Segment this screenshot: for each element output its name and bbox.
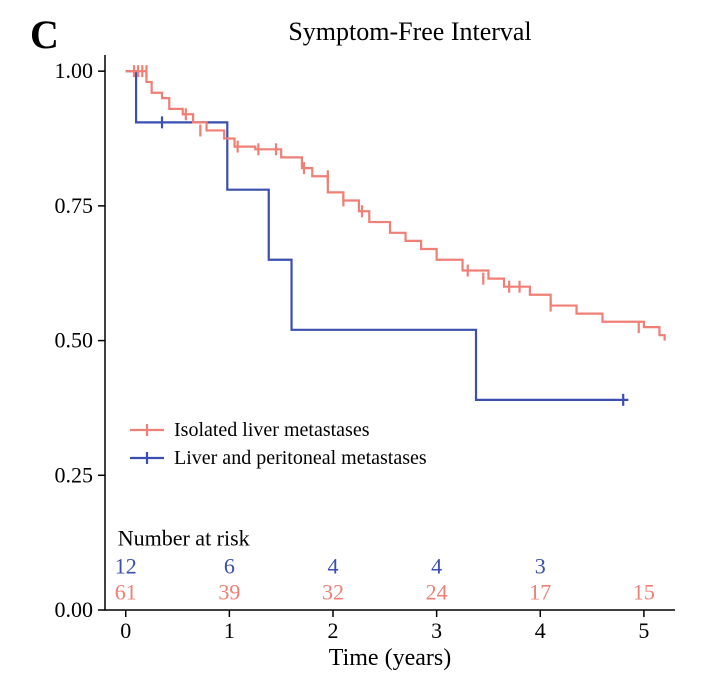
risk-number: 61 [115,579,137,604]
risk-number: 6 [224,553,235,578]
legend-label: Liver and peritoneal metastases [174,447,427,469]
km-curve [126,71,629,400]
x-tick-label: 3 [431,618,442,643]
risk-number: 32 [322,579,344,604]
risk-number: 4 [431,553,442,578]
risk-number: 24 [426,579,448,604]
km-chart-panel: C Symptom-Free Interval 0.00 0.25 0.50 0.75 1.… [0,0,710,680]
y-tick-label: 0.50 [55,328,94,353]
chart-title: Symptom-Free Interval [288,17,531,46]
risk-number: 39 [218,579,240,604]
risk-number: 12 [115,553,137,578]
y-tick-label: 0.25 [55,462,94,487]
risk-number: 17 [529,579,551,604]
risk-table-title: Number at risk [118,525,250,550]
x-tick-label: 4 [535,618,546,643]
y-tick-label: 0.00 [55,597,94,622]
y-tick-label: 1.00 [55,58,94,83]
km-curve [126,71,665,340]
risk-number: 15 [633,579,655,604]
x-tick-label: 2 [328,618,339,643]
panel-letter: C [30,12,59,57]
y-tick-label: 0.75 [55,193,94,218]
x-tick-label: 0 [120,618,131,643]
x-tick-label: 5 [638,618,649,643]
chart-svg: C Symptom-Free Interval 0.00 0.25 0.50 0.75 1.… [0,0,710,680]
x-axis-title: Time (years) [329,645,451,671]
x-tick-label: 1 [224,618,235,643]
risk-number: 4 [328,553,339,578]
risk-number: 3 [535,553,546,578]
legend-label: Isolated liver metastases [174,419,370,441]
